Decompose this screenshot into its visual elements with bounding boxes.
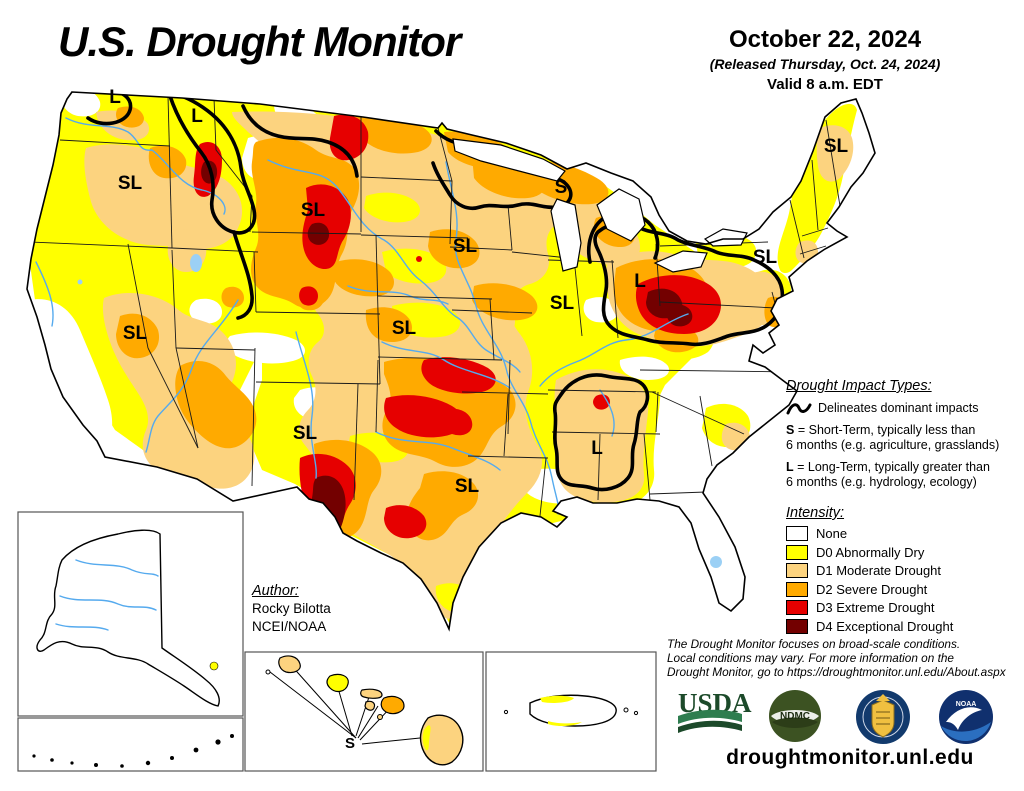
commerce-logo [856,690,910,744]
alaska-inset [17,511,244,772]
intensity-swatch [786,618,808,634]
map-label: L [634,271,646,292]
intensity-legend-item: D0 Abnormally Dry [786,544,1016,560]
impact-types-legend: Drought Impact Types: Delineates dominan… [786,378,1016,490]
noaa-logo: NOAA [939,690,993,744]
puerto-rico-inset [485,651,657,772]
author-name: Rocky Bilotta [252,601,331,616]
author-heading: Author: [252,583,299,599]
footer-url: droughtmonitor.unl.edu [726,746,974,769]
intensity-legend-item: D4 Exceptional Drought [786,618,1016,634]
map-label: SL [123,323,148,344]
map-label: SL [753,247,778,268]
svg-text:NDMC: NDMC [780,711,810,722]
intensity-label: None [816,526,848,541]
map-label: S [345,735,355,752]
intensity-legend-item: D2 Severe Drought [786,581,1016,597]
map-label: SL [453,236,478,257]
map-label: L [591,438,603,459]
delineates-label: Delineates dominant impacts [818,401,979,415]
valid-time: Valid 8 a.m. EDT [767,76,883,93]
rivers [35,117,689,515]
map-label: L [191,106,203,127]
intensity-legend-item: None [786,526,1016,541]
intensity-swatch [786,563,808,578]
release-date: (Released Thursday, Oct. 24, 2024) [709,56,941,72]
impact-legend-heading: Drought Impact Types: [786,378,932,394]
author-org: NCEI/NOAA [252,619,327,634]
date-block: October 22, 2024 (Released Thursday, Oct… [660,26,990,93]
short-term-definition: S = Short-Term, typically less than 6 mo… [786,423,1000,452]
map-label: SL [118,173,143,194]
map-label: SL [293,423,318,444]
map-label: SL [824,136,849,157]
intensity-legend-item: D1 Moderate Drought [786,563,1016,578]
map-label: L [109,87,121,108]
conus-outline [26,91,876,632]
intensity-swatch [786,581,808,597]
intensity-swatch [786,600,808,615]
intensity-swatch [786,526,808,541]
intensity-legend-item: D3 Extreme Drought [786,600,1016,615]
drought-shading [27,92,857,628]
map-label: SL [550,293,575,314]
intensity-label: D0 Abnormally Dry [816,544,925,560]
hawaii-inset [244,651,484,772]
intensity-legend-heading: Intensity: [786,505,845,521]
impact-type-labels: L L SL SL S SL SL L SL SL SL SL SL L SL S [109,87,848,752]
map-label: S [555,177,568,198]
svg-text:NOAA: NOAA [956,701,977,708]
map-label: SL [455,476,480,497]
ndmc-logo: NDMC [769,690,821,742]
disclaimer-text: The Drought Monitor focuses on broad-sca… [667,637,1006,679]
intensity-legend: Intensity: None D0 Abnormally Dry D1 Moder… [786,505,1016,637]
long-term-definition: L = Long-Term, typically greater than 6 … [786,460,990,489]
map-label: SL [392,318,417,339]
delineation-curve-icon [786,403,812,415]
usda-logo: USDA [678,688,752,733]
author-block: Author: Rocky Bilotta NCEI/NOAA [252,582,331,636]
intensity-label: D4 Exceptional Drought [816,618,954,634]
map-date: October 22, 2024 [728,26,922,53]
map-label: SL [301,200,326,221]
intensity-label: D1 Moderate Drought [816,563,942,578]
page-title: U.S. Drought Monitor [58,18,461,65]
intensity-label: D3 Extreme Drought [816,600,935,615]
intensity-label: D2 Severe Drought [816,581,928,597]
great-lakes [452,138,748,568]
intensity-swatch [786,544,808,560]
